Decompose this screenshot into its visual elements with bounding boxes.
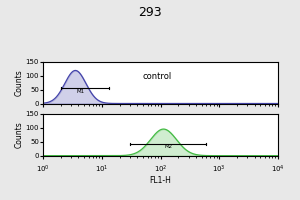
- Text: M1: M1: [76, 89, 85, 94]
- Text: 293: 293: [138, 6, 162, 19]
- Text: M2: M2: [164, 144, 172, 149]
- Text: control: control: [143, 72, 172, 81]
- Y-axis label: Counts: Counts: [15, 69, 24, 96]
- Y-axis label: Counts: Counts: [15, 121, 24, 148]
- X-axis label: FL1-H: FL1-H: [150, 176, 172, 185]
